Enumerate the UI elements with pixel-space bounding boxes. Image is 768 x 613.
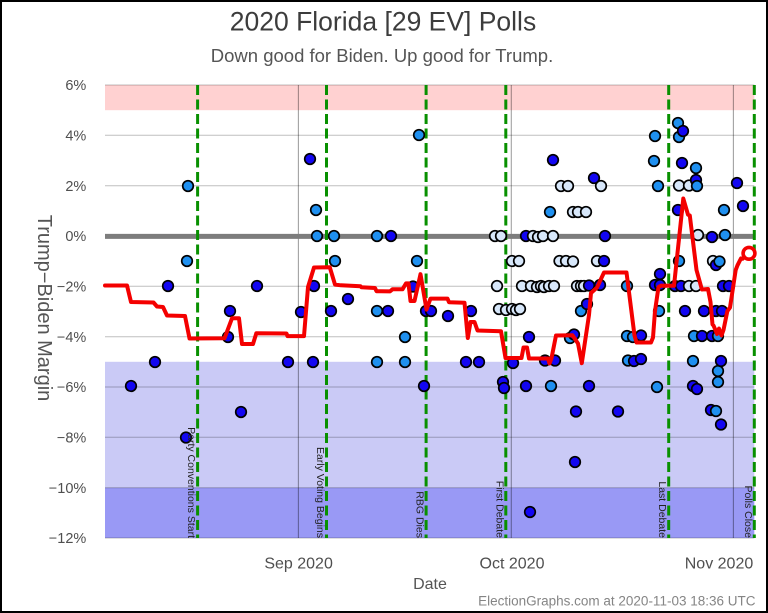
svg-text:−6%: −6%	[57, 380, 87, 396]
svg-text:Down good for Biden. Up good f: Down good for Biden. Up good for Trump.	[211, 45, 553, 66]
svg-text:0%: 0%	[65, 229, 86, 245]
svg-text:−4%: −4%	[57, 330, 87, 346]
svg-text:4%: 4%	[65, 129, 86, 145]
svg-text:−12%: −12%	[49, 531, 87, 547]
svg-text:Last Debate: Last Debate	[656, 481, 668, 538]
svg-text:−2%: −2%	[57, 280, 87, 296]
svg-text:Early Voting Begins: Early Voting Begins	[314, 447, 326, 538]
svg-text:Date: Date	[413, 576, 447, 593]
svg-text:−8%: −8%	[57, 431, 87, 447]
svg-text:ElectionGraphs.com at 2020-11-: ElectionGraphs.com at 2020-11-03 18:36 U…	[478, 594, 756, 609]
svg-text:Polls Close: Polls Close	[742, 485, 754, 538]
svg-text:2%: 2%	[65, 179, 86, 195]
svg-text:Nov 2020: Nov 2020	[685, 556, 754, 573]
svg-text:2020 Florida [29 EV] Polls: 2020 Florida [29 EV] Polls	[230, 7, 536, 37]
svg-text:Party Conventions Start: Party Conventions Start	[185, 427, 197, 538]
svg-text:Oct 2020: Oct 2020	[480, 556, 545, 573]
svg-text:−10%: −10%	[49, 481, 87, 497]
svg-text:RBG Dies: RBG Dies	[414, 491, 426, 538]
svg-text:6%: 6%	[65, 78, 86, 94]
svg-text:First Debate: First Debate	[493, 481, 505, 538]
svg-text:Trump−Biden Margin: Trump−Biden Margin	[33, 215, 55, 402]
svg-text:Sep 2020: Sep 2020	[264, 556, 333, 573]
